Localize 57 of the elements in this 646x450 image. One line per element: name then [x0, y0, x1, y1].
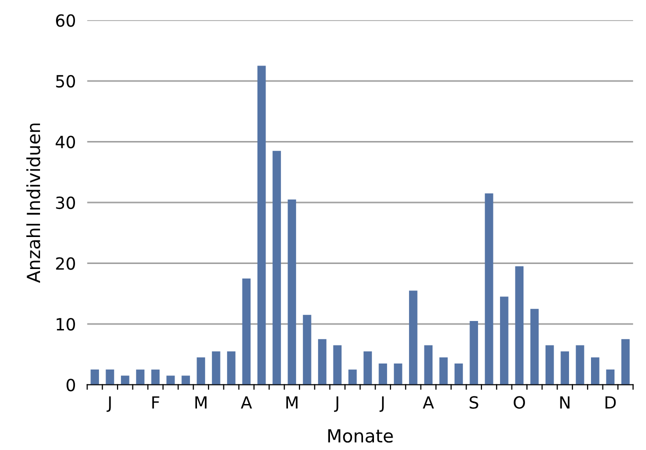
x-axis-title: Monate [328, 429, 393, 443]
y-axis-title: Anzahl Individuen [26, 124, 40, 283]
y-tick-label: 50 [56, 74, 75, 88]
x-tick-label: S [470, 396, 478, 409]
bar [470, 320, 478, 385]
bar [242, 278, 251, 385]
x-tick-label: N [560, 396, 570, 409]
bar [272, 150, 281, 385]
x-tick-label: O [514, 396, 525, 409]
bar [212, 351, 220, 385]
bar [166, 376, 175, 385]
y-tick-label: 60 [56, 14, 75, 27]
x-tick-label: J [106, 396, 111, 412]
bar [302, 314, 312, 385]
bar [318, 339, 326, 385]
bar [106, 370, 114, 385]
y-tick-label: 0 [66, 378, 75, 392]
y-tick-label: 20 [56, 257, 75, 270]
bar [606, 370, 615, 385]
bar [576, 345, 584, 385]
bar [348, 370, 357, 385]
x-tick-label: J [334, 396, 338, 412]
bar [364, 351, 372, 385]
x-tick-label: M [195, 396, 206, 409]
y-tick-label: 10 [56, 318, 75, 331]
bar [484, 193, 494, 385]
bar [560, 351, 570, 385]
x-tick-label: A [422, 396, 434, 409]
bar [394, 363, 402, 385]
bar [257, 66, 266, 385]
y-tick-label: 40 [56, 136, 75, 148]
bar [90, 370, 99, 385]
x-tick-label: J [380, 396, 384, 412]
bar [424, 345, 433, 385]
bar [288, 199, 296, 385]
bar [120, 376, 130, 385]
bar [136, 370, 144, 385]
bar [333, 345, 342, 385]
y-tick-label: 30 [56, 196, 75, 210]
bar [454, 363, 463, 385]
bar [409, 290, 418, 385]
x-tick-label: F [152, 396, 160, 409]
x-tick-label: M [286, 396, 298, 409]
bar [500, 296, 508, 385]
bar [546, 345, 554, 385]
bar [378, 363, 388, 385]
bar [182, 376, 190, 385]
bar [151, 370, 160, 385]
bar [530, 308, 539, 385]
bar [439, 357, 448, 385]
x-tick-label: D [606, 396, 616, 409]
x-tick-label: A [240, 396, 252, 409]
bar [515, 266, 524, 385]
bar [196, 357, 206, 385]
bar [227, 351, 236, 385]
bar [591, 357, 600, 385]
bar [621, 339, 630, 385]
